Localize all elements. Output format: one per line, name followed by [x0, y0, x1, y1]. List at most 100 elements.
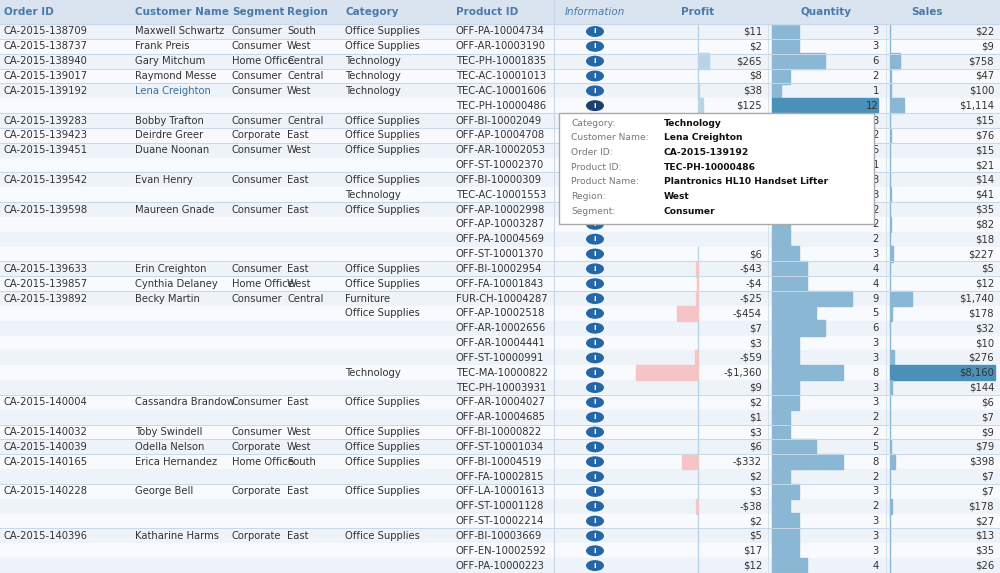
- Text: 2: 2: [873, 205, 879, 214]
- Text: CA-2015-139192: CA-2015-139192: [664, 148, 749, 157]
- Bar: [772, 291, 852, 306]
- Bar: [0, 513, 1000, 528]
- Bar: [890, 217, 891, 232]
- Bar: [0, 143, 1000, 158]
- Circle shape: [587, 383, 603, 393]
- Text: i: i: [594, 88, 596, 94]
- Text: i: i: [594, 459, 596, 465]
- Text: i: i: [594, 444, 596, 450]
- Text: $7: $7: [749, 323, 762, 333]
- Text: $178: $178: [968, 501, 994, 511]
- Text: $125: $125: [736, 101, 762, 111]
- Text: West: West: [287, 145, 312, 155]
- Text: Central: Central: [287, 293, 323, 304]
- Text: CA-2015-140165: CA-2015-140165: [4, 457, 88, 467]
- Text: Erica Hernandez: Erica Hernandez: [135, 457, 217, 467]
- Text: i: i: [594, 177, 596, 183]
- Text: Deirdre Greer: Deirdre Greer: [135, 130, 203, 140]
- Text: i: i: [594, 117, 596, 124]
- Bar: [0, 439, 1000, 454]
- Text: 4: 4: [873, 264, 879, 274]
- Bar: [0, 528, 1000, 543]
- Bar: [772, 113, 798, 128]
- Text: Maureen Gnade: Maureen Gnade: [135, 205, 214, 214]
- Text: 3: 3: [873, 175, 879, 185]
- Text: West: West: [287, 278, 312, 289]
- Text: i: i: [594, 147, 596, 153]
- Bar: [772, 276, 807, 292]
- Text: i: i: [594, 221, 596, 227]
- Text: George Bell: George Bell: [135, 486, 193, 496]
- Bar: [772, 513, 798, 529]
- Bar: [0, 410, 1000, 425]
- Text: i: i: [594, 251, 596, 257]
- Text: Consumer: Consumer: [232, 41, 283, 52]
- Text: CA-2015-138709: CA-2015-138709: [4, 26, 88, 37]
- Text: 3: 3: [873, 41, 879, 52]
- Bar: [695, 350, 698, 366]
- Text: TEC-MA-10000822: TEC-MA-10000822: [456, 368, 548, 378]
- Bar: [772, 558, 807, 573]
- Bar: [890, 305, 892, 321]
- Bar: [772, 410, 790, 425]
- Text: CA-2015-140039: CA-2015-140039: [4, 442, 88, 452]
- Text: Office Supplies: Office Supplies: [345, 427, 420, 437]
- Text: Consumer: Consumer: [232, 293, 283, 304]
- Bar: [698, 98, 703, 113]
- Text: OFF-AR-10004027: OFF-AR-10004027: [456, 398, 546, 407]
- Text: $6: $6: [749, 249, 762, 259]
- Text: Technology: Technology: [345, 56, 401, 66]
- Text: i: i: [594, 29, 596, 34]
- Circle shape: [587, 323, 603, 333]
- Text: Corporate: Corporate: [232, 442, 282, 452]
- Bar: [772, 395, 798, 410]
- Circle shape: [587, 175, 603, 185]
- Text: West: West: [287, 442, 312, 452]
- Text: TEC-PH-10001835: TEC-PH-10001835: [456, 56, 546, 66]
- Text: West: West: [287, 427, 312, 437]
- Text: $14: $14: [975, 175, 994, 185]
- Text: Gary Mitchum: Gary Mitchum: [135, 56, 205, 66]
- Text: $7: $7: [981, 486, 994, 496]
- Text: 12: 12: [866, 101, 879, 111]
- Circle shape: [587, 427, 603, 437]
- Text: East: East: [287, 486, 308, 496]
- Text: $398: $398: [969, 457, 994, 467]
- Text: 8: 8: [873, 457, 879, 467]
- Bar: [772, 350, 798, 366]
- Text: OFF-AP-10004708: OFF-AP-10004708: [456, 130, 545, 140]
- Text: i: i: [594, 370, 596, 376]
- Bar: [772, 454, 843, 469]
- Text: 3: 3: [873, 116, 879, 125]
- Text: 5: 5: [873, 442, 879, 452]
- Text: OFF-ST-10001034: OFF-ST-10001034: [456, 442, 544, 452]
- Text: OFF-AR-10002656: OFF-AR-10002656: [456, 323, 546, 333]
- Circle shape: [587, 131, 603, 140]
- Text: CA-2015-139598: CA-2015-139598: [4, 205, 88, 214]
- Text: Office Supplies: Office Supplies: [345, 26, 420, 37]
- Text: Segment: Segment: [232, 7, 285, 17]
- Text: Consumer: Consumer: [232, 26, 283, 37]
- Circle shape: [587, 249, 603, 259]
- Text: i: i: [594, 44, 596, 49]
- Text: Technology: Technology: [345, 71, 401, 81]
- Circle shape: [587, 146, 603, 155]
- Bar: [0, 0, 1000, 24]
- Text: Becky Martin: Becky Martin: [135, 293, 200, 304]
- Text: Evan Henry: Evan Henry: [135, 175, 193, 185]
- Bar: [0, 276, 1000, 291]
- Text: $41: $41: [975, 190, 994, 199]
- Text: 5: 5: [873, 145, 879, 155]
- Text: Consumer: Consumer: [232, 205, 283, 214]
- Text: Customer Name: Customer Name: [135, 7, 229, 17]
- Bar: [0, 543, 1000, 558]
- Text: CA-2015-139633: CA-2015-139633: [4, 264, 88, 274]
- Text: TEC-AC-10001553: TEC-AC-10001553: [456, 190, 546, 199]
- Text: Quantity: Quantity: [801, 7, 852, 17]
- Circle shape: [587, 42, 603, 51]
- Bar: [772, 202, 790, 217]
- Text: Cassandra Brandow: Cassandra Brandow: [135, 398, 235, 407]
- Text: -$1,360: -$1,360: [724, 368, 762, 378]
- Bar: [0, 128, 1000, 143]
- Text: -$454: -$454: [733, 308, 762, 319]
